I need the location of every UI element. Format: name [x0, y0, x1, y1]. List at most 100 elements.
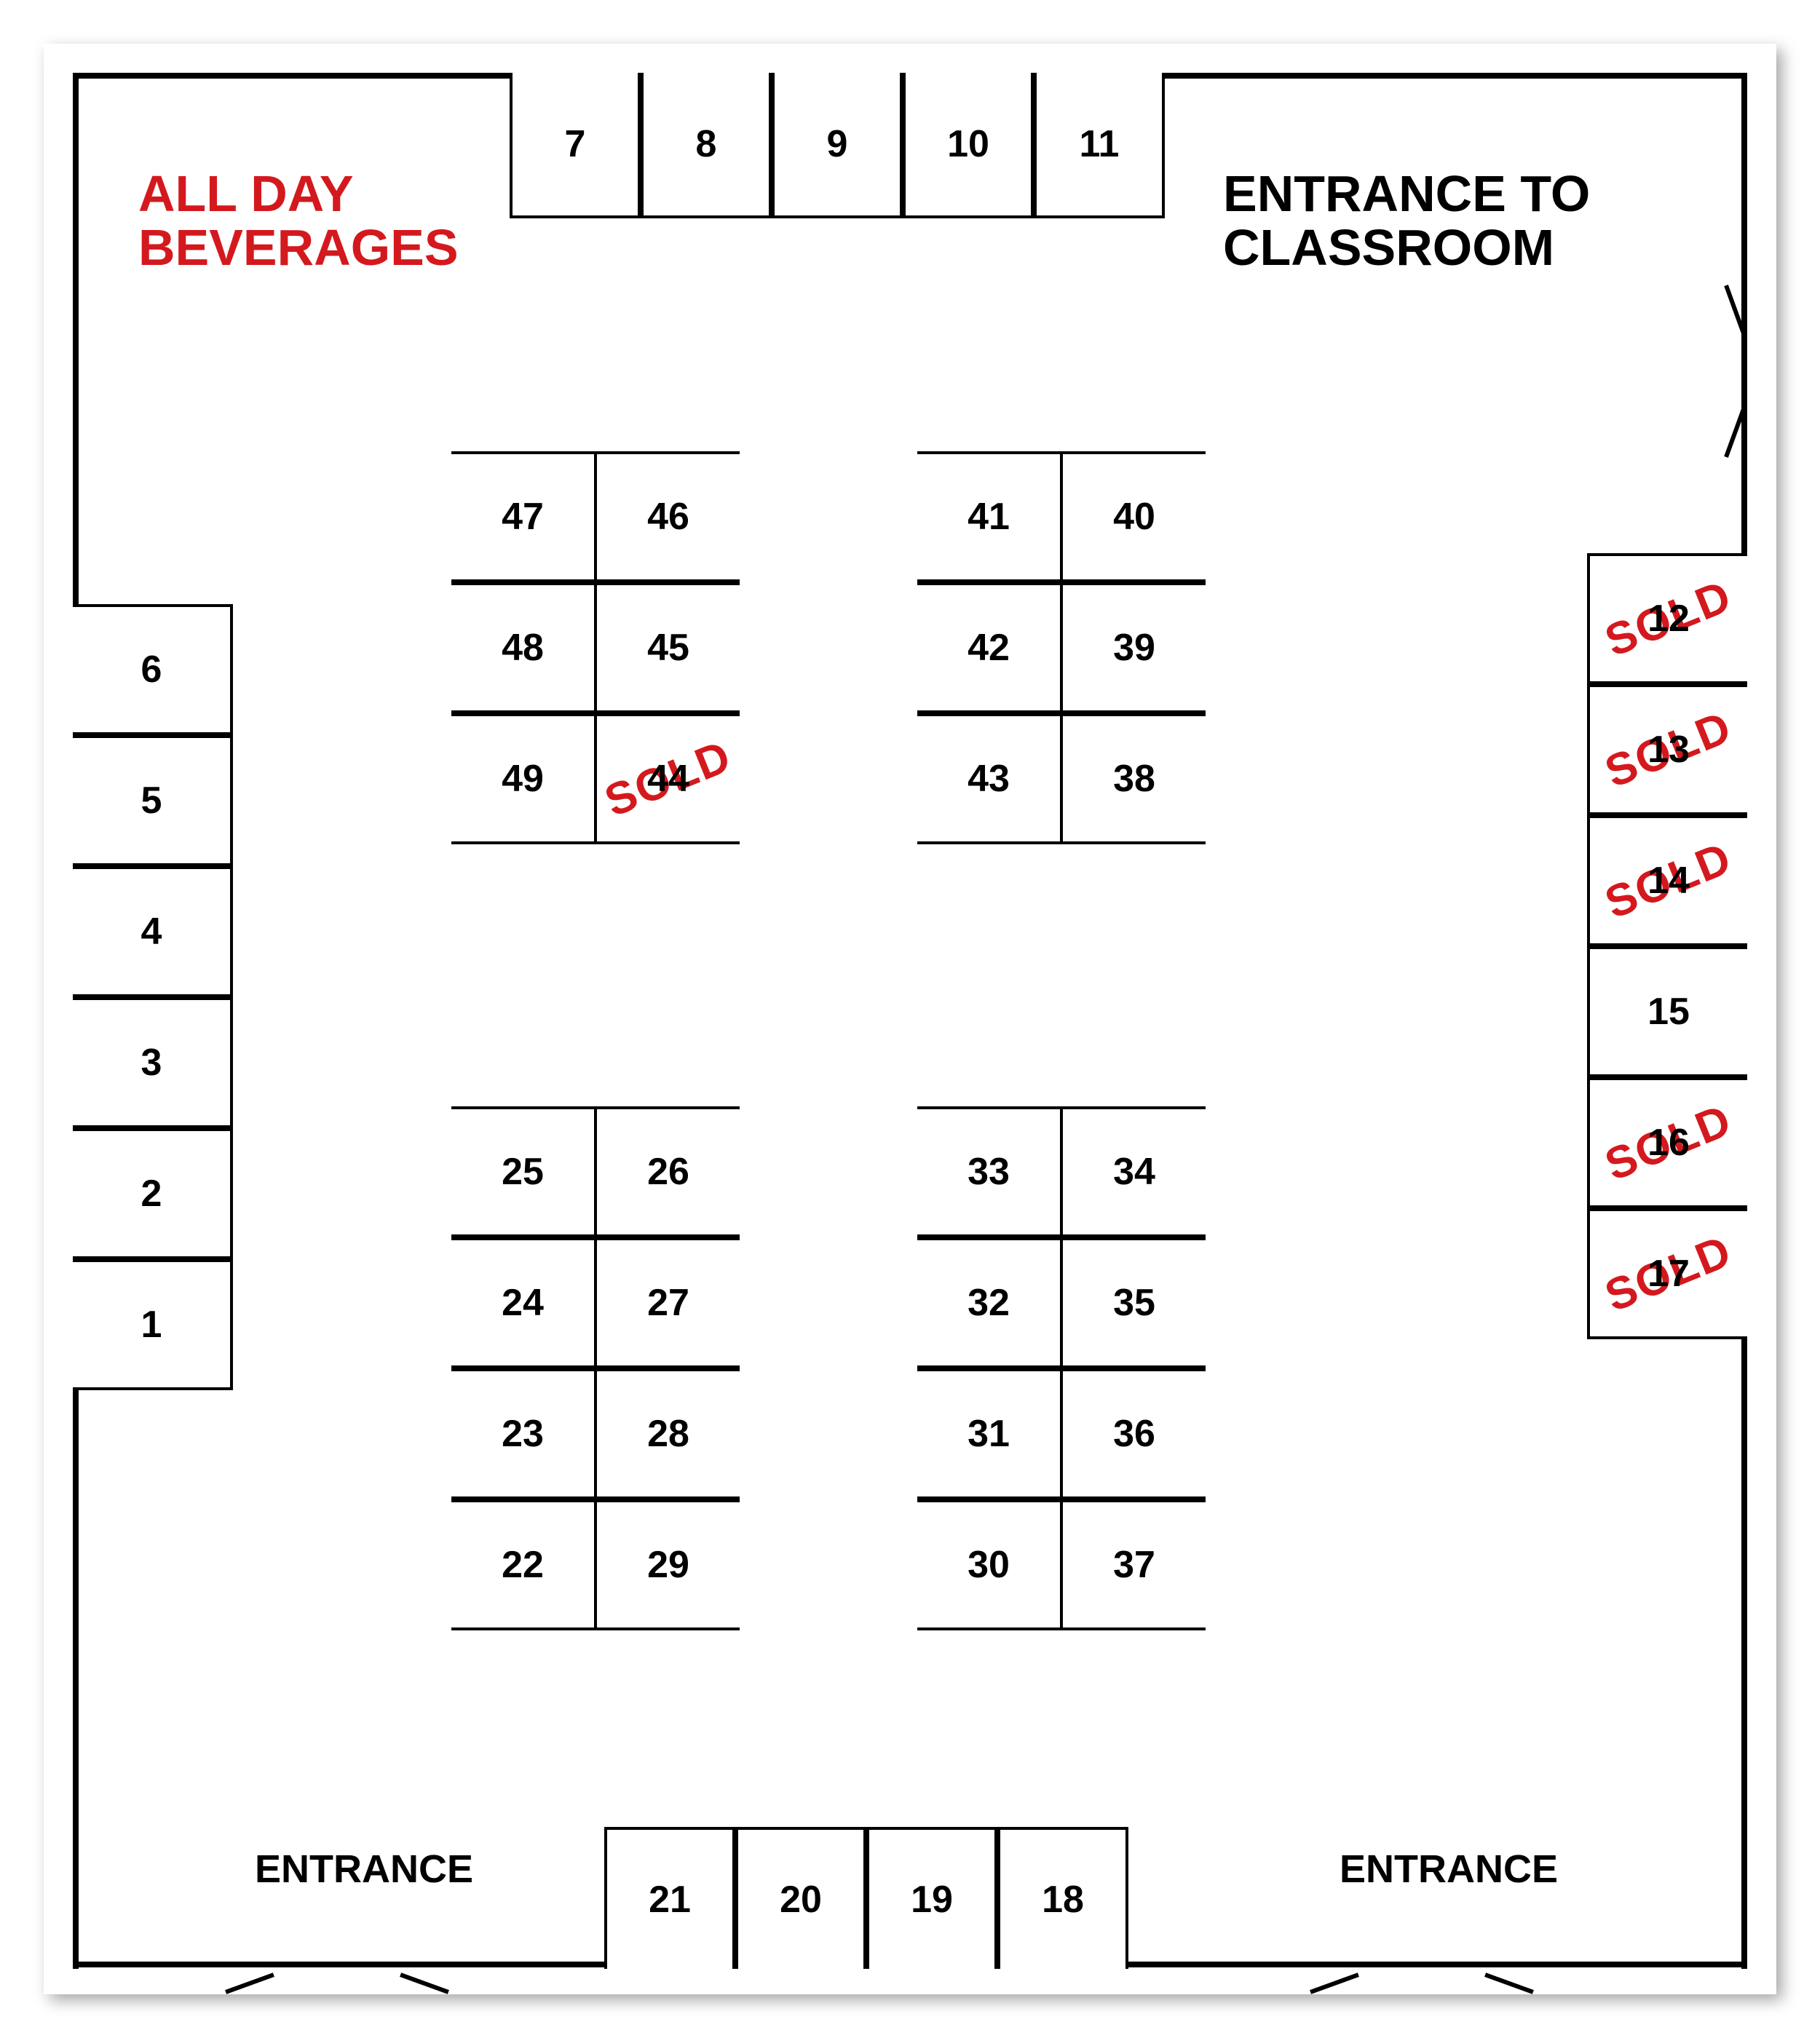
booth-5[interactable]: 5 — [73, 735, 233, 866]
booth-10[interactable]: 10 — [903, 73, 1034, 218]
booth-19[interactable]: 19 — [866, 1827, 997, 1969]
booth-number: 45 — [647, 626, 689, 670]
booth-41[interactable]: 41 — [917, 451, 1063, 582]
booth-13[interactable]: 13SOLD — [1587, 684, 1747, 815]
booth-36[interactable]: 36 — [1060, 1368, 1206, 1499]
booth-number: 40 — [1113, 495, 1155, 539]
entrance-left-label: ENTRANCE — [255, 1849, 473, 1890]
entrance-right-label: ENTRANCE — [1340, 1849, 1558, 1890]
booth-number: 20 — [780, 1878, 822, 1922]
beverages-label: ALL DAY BEVERAGES — [138, 167, 459, 274]
booth-46[interactable]: 46 — [594, 451, 740, 582]
booth-number: 25 — [502, 1150, 544, 1194]
door-tick — [1310, 1972, 1359, 1994]
booth-25[interactable]: 25 — [451, 1106, 597, 1237]
booth-18[interactable]: 18 — [997, 1827, 1128, 1969]
booth-number: 13 — [1647, 728, 1690, 772]
booth-3[interactable]: 3 — [73, 997, 233, 1128]
booth-21[interactable]: 21 — [604, 1827, 735, 1969]
booth-47[interactable]: 47 — [451, 451, 597, 582]
booth-7[interactable]: 7 — [510, 73, 641, 218]
booth-number: 28 — [647, 1412, 689, 1456]
booth-1[interactable]: 1 — [73, 1259, 233, 1390]
booth-6[interactable]: 6 — [73, 604, 233, 735]
booth-48[interactable]: 48 — [451, 582, 597, 713]
booth-number: 26 — [647, 1150, 689, 1194]
booth-number: 5 — [141, 779, 162, 822]
booth-number: 36 — [1113, 1412, 1155, 1456]
booth-34[interactable]: 34 — [1060, 1106, 1206, 1237]
booth-29[interactable]: 29 — [594, 1499, 740, 1630]
booth-number: 27 — [647, 1281, 689, 1325]
booth-number: 12 — [1647, 597, 1690, 641]
booth-number: 49 — [502, 757, 544, 801]
booth-15[interactable]: 15 — [1587, 946, 1747, 1077]
booth-11[interactable]: 11 — [1034, 73, 1165, 218]
booth-26[interactable]: 26 — [594, 1106, 740, 1237]
outer-border — [44, 44, 1776, 1994]
booth-22[interactable]: 22 — [451, 1499, 597, 1630]
booth-number: 31 — [968, 1412, 1010, 1456]
booth-9[interactable]: 9 — [772, 73, 903, 218]
booth-number: 34 — [1113, 1150, 1155, 1194]
door-tick — [400, 1972, 449, 1994]
booth-number: 41 — [968, 495, 1010, 539]
booth-number: 11 — [1080, 122, 1120, 166]
booth-17[interactable]: 17SOLD — [1587, 1208, 1747, 1339]
booth-16[interactable]: 16SOLD — [1587, 1077, 1747, 1208]
booth-20[interactable]: 20 — [735, 1827, 866, 1969]
classroom-entrance-label: ENTRANCE TO CLASSROOM — [1223, 167, 1590, 274]
booth-31[interactable]: 31 — [917, 1368, 1063, 1499]
booth-number: 48 — [502, 626, 544, 670]
booth-number: 22 — [502, 1543, 544, 1587]
booth-number: 39 — [1113, 626, 1155, 670]
booth-44[interactable]: 44SOLD — [594, 713, 740, 844]
booth-49[interactable]: 49 — [451, 713, 597, 844]
booth-number: 7 — [565, 122, 586, 166]
booth-number: 32 — [968, 1281, 1010, 1325]
booth-number: 2 — [141, 1172, 162, 1216]
booth-28[interactable]: 28 — [594, 1368, 740, 1499]
booth-33[interactable]: 33 — [917, 1106, 1063, 1237]
booth-number: 29 — [647, 1543, 689, 1587]
booth-37[interactable]: 37 — [1060, 1499, 1206, 1630]
booth-27[interactable]: 27 — [594, 1237, 740, 1368]
booth-number: 47 — [502, 495, 544, 539]
booth-35[interactable]: 35 — [1060, 1237, 1206, 1368]
booth-14[interactable]: 14SOLD — [1587, 815, 1747, 946]
booth-8[interactable]: 8 — [641, 73, 772, 218]
door-tick — [1724, 285, 1746, 334]
booth-number: 14 — [1647, 859, 1690, 903]
floorplan-canvas: ALL DAY BEVERAGES ENTRANCE TO CLASSROOM … — [44, 44, 1776, 1994]
booth-number: 44 — [647, 757, 689, 801]
booth-number: 23 — [502, 1412, 544, 1456]
booth-40[interactable]: 40 — [1060, 451, 1206, 582]
booth-number: 35 — [1113, 1281, 1155, 1325]
booth-32[interactable]: 32 — [917, 1237, 1063, 1368]
booth-number: 37 — [1113, 1543, 1155, 1587]
booth-2[interactable]: 2 — [73, 1128, 233, 1259]
booth-39[interactable]: 39 — [1060, 582, 1206, 713]
booth-23[interactable]: 23 — [451, 1368, 597, 1499]
booth-number: 46 — [647, 495, 689, 539]
booth-number: 21 — [649, 1878, 691, 1922]
booth-number: 43 — [968, 757, 1010, 801]
booth-43[interactable]: 43 — [917, 713, 1063, 844]
booth-12[interactable]: 12SOLD — [1587, 553, 1747, 684]
booth-30[interactable]: 30 — [917, 1499, 1063, 1630]
booth-38[interactable]: 38 — [1060, 713, 1206, 844]
booth-number: 1 — [141, 1303, 162, 1347]
booth-number: 3 — [141, 1041, 162, 1085]
booth-number: 9 — [827, 122, 848, 166]
door-tick — [1724, 408, 1746, 458]
booth-number: 42 — [968, 626, 1010, 670]
booth-4[interactable]: 4 — [73, 866, 233, 997]
booth-number: 38 — [1113, 757, 1155, 801]
booth-number: 16 — [1647, 1121, 1690, 1165]
booth-42[interactable]: 42 — [917, 582, 1063, 713]
booth-45[interactable]: 45 — [594, 582, 740, 713]
booth-number: 30 — [968, 1543, 1010, 1587]
booth-24[interactable]: 24 — [451, 1237, 597, 1368]
booth-number: 15 — [1647, 990, 1690, 1034]
booth-number: 17 — [1647, 1252, 1690, 1296]
